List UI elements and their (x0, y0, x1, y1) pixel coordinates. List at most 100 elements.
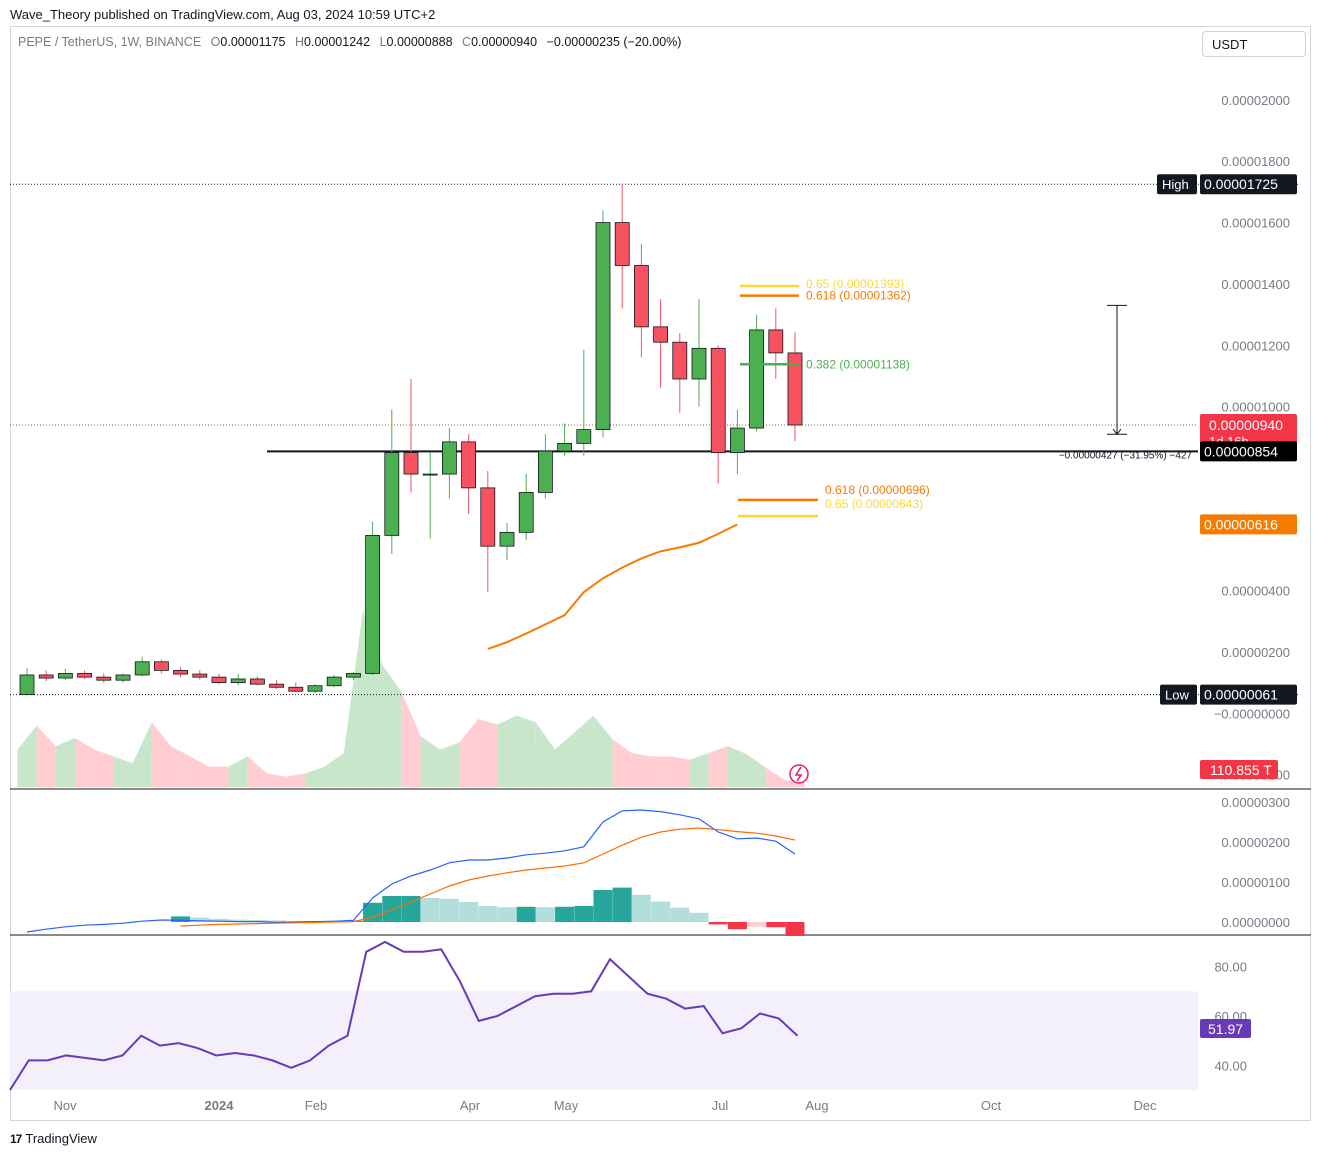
macd-histogram-bar (228, 919, 248, 922)
macd-histogram-bar (785, 922, 805, 936)
high-price-tag: 0.00001725 (1204, 176, 1278, 192)
candle-body (441, 441, 457, 475)
macd-histogram-bar (401, 896, 421, 922)
macd-axis-tick: 0.00000200 (1221, 835, 1290, 850)
volume-bar (420, 736, 440, 787)
ema-line (487, 523, 738, 650)
currency-button[interactable]: USDT (1202, 31, 1306, 57)
volume-bar (439, 742, 459, 787)
price-axis-tick: 0.00001800 (1221, 154, 1290, 169)
volume-bar (113, 756, 133, 787)
candle-body (153, 661, 169, 671)
low-tag-bg (1160, 684, 1197, 705)
support-price-tag: 0.00000854 (1204, 443, 1278, 459)
volume-bar (670, 756, 690, 787)
volume-bar (305, 766, 325, 787)
symbol-legend: PEPE / TetherUS, 1W, BINANCE O0.00001175… (18, 35, 681, 49)
macd-histogram-bar (670, 907, 690, 922)
ema-price-tag-bg (1200, 514, 1297, 535)
close-value: 0.00000940 (471, 35, 538, 49)
tv-logo-icon: 17 (10, 1131, 22, 1146)
volume-bar (747, 754, 767, 787)
candle-body (269, 683, 285, 688)
high-value: 0.00001242 (304, 35, 371, 49)
volume-bar (190, 756, 210, 787)
date-axis-label: Apr (460, 1098, 481, 1113)
candle-body (634, 265, 649, 328)
volume-tag: 110.855 T (1210, 762, 1272, 778)
volume-bar (247, 756, 267, 787)
candle-body (384, 452, 400, 536)
date-axis-label: Oct (981, 1098, 1002, 1113)
macd-histogram-bar (209, 918, 229, 922)
candle-body (192, 673, 208, 678)
macd-histogram-bar (727, 922, 747, 930)
symbol-name[interactable]: PEPE / TetherUS, 1W, BINANCE (18, 35, 202, 49)
volume-bar (574, 715, 594, 787)
macd-line (26, 809, 796, 933)
close-label: C (462, 35, 472, 49)
macd-histogram-bar (247, 920, 267, 922)
macd-histogram-bar (612, 887, 632, 922)
macd-histogram-bar (651, 901, 671, 922)
candle-body (576, 429, 592, 444)
volume-bar (209, 766, 229, 787)
volume-tag-bg (1200, 760, 1278, 779)
macd-histogram-bar (190, 917, 210, 922)
macd-histogram-bar (382, 896, 402, 922)
candle-body (173, 669, 189, 675)
macd-histogram-bar (535, 907, 555, 922)
candle-body (672, 341, 688, 380)
volume-bar (382, 664, 402, 787)
high-tag: High (1162, 177, 1189, 192)
price-axis-tick: 0.00001600 (1221, 216, 1290, 231)
volume-bar (17, 725, 37, 787)
candle-body (422, 473, 438, 476)
volume-bar (689, 753, 709, 787)
macd-histogram-bar (171, 916, 191, 922)
volume-bar (478, 719, 498, 787)
candle-body (326, 676, 342, 687)
candle-body (58, 673, 73, 679)
date-axis-label: Aug (805, 1098, 828, 1113)
volume-bar (228, 756, 248, 787)
lightning-icon-glyph (794, 766, 803, 782)
support-price-tag-bg (1200, 441, 1297, 462)
candle-body (538, 450, 553, 493)
candle-body (38, 674, 54, 679)
volume-bar (651, 756, 671, 787)
fib-label-0618-upper: 0.618 (0.00001362) (806, 289, 911, 303)
macd-histogram-bar (631, 894, 651, 922)
measure-arrow-icon (1112, 428, 1122, 436)
fib-label-0650-upper: 0.65 (0.00001393) (806, 277, 904, 291)
date-axis-label: May (554, 1098, 579, 1113)
candle-body (403, 452, 419, 475)
macd-histogram-bar (478, 906, 498, 922)
price-axis-tick: 0.00000200 (1221, 645, 1290, 660)
date-axis-label: Jul (712, 1098, 729, 1113)
candle-body (787, 352, 803, 426)
low-tag: Low (1165, 688, 1189, 703)
date-axis-label: Nov (53, 1098, 77, 1113)
fib-label-0382: 0.382 (0.00001138) (806, 357, 910, 371)
candle-body (77, 673, 92, 678)
volume-bar (535, 722, 555, 787)
candle-body (518, 492, 534, 533)
macd-axis-tick: 0.00000000 (1221, 915, 1290, 930)
candle-body (730, 427, 745, 454)
volume-bar (286, 773, 306, 787)
open-value: 0.00001175 (220, 35, 286, 49)
macd-histogram-bar (459, 902, 479, 922)
macd-histogram-bar (439, 898, 459, 922)
candle-body (211, 676, 227, 684)
candle-body (768, 329, 784, 354)
candle-body (461, 441, 477, 489)
change-value: −0.00000235 (−20.00%) (546, 35, 682, 49)
candle-body (307, 685, 323, 692)
volume-bar (324, 753, 344, 787)
date-axis-label: 2024 (205, 1098, 235, 1113)
candle-body (134, 661, 150, 676)
high-tag-bg (1157, 174, 1197, 195)
volume-bar (343, 610, 363, 787)
